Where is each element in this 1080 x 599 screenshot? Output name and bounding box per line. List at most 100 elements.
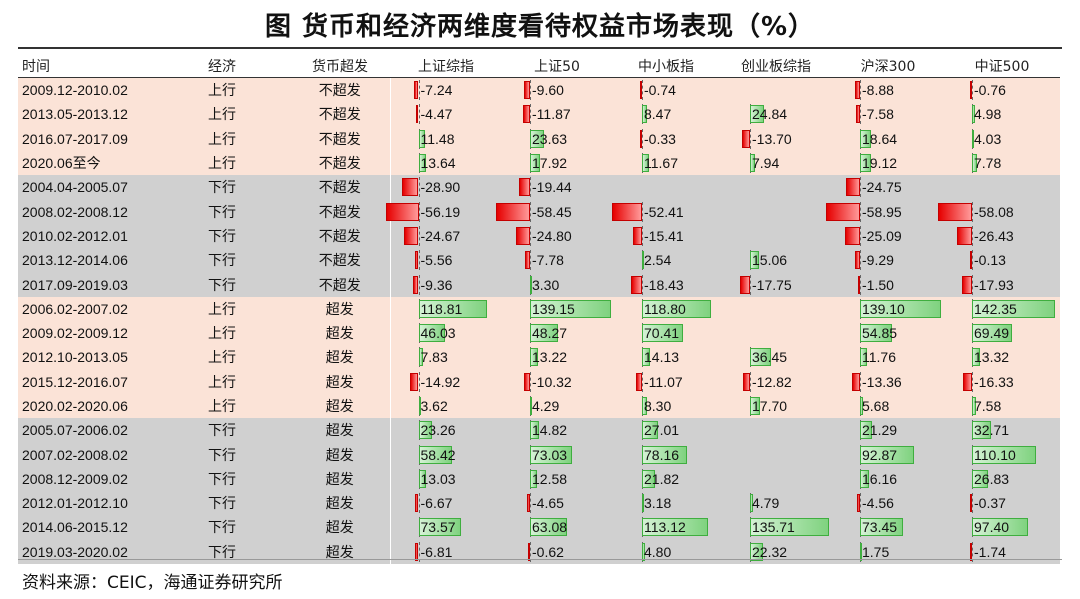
value-label: 26.83: [974, 470, 1010, 487]
csi-300-cell: 92.87: [832, 442, 944, 467]
negative-bar: [404, 226, 419, 245]
negative-bar: [857, 494, 860, 513]
positive-bar: [860, 324, 892, 343]
value-label: -13.70: [752, 130, 792, 147]
value-label: 46.03: [420, 325, 456, 342]
positive-bar: [418, 299, 488, 318]
negative-bar: [956, 226, 972, 245]
value-label: -17.93: [974, 276, 1014, 293]
chinext-composite-cell: 24.84: [720, 102, 832, 127]
csi-300-cell: -9.29: [832, 248, 944, 273]
negative-bar: [523, 105, 530, 124]
period-cell: 2012.01-2012.10: [18, 491, 154, 516]
positive-bar: [530, 397, 533, 415]
table-row: 2019.03-2020.02 下行 超发 -6.81 -0.62 4.80 22.32 1.…: [18, 539, 1060, 564]
money-cell: 不超发: [290, 248, 391, 273]
csi-500-cell: 97.40: [944, 515, 1060, 540]
table-row: 2020.06至今 上行 不超发 13.64 17.92 11.67 7.94 19.12 7.…: [18, 150, 1060, 176]
positive-bar: [860, 518, 903, 537]
value-label: 118.80: [644, 300, 686, 317]
chinext-composite-cell: [720, 223, 832, 249]
zero-axis: [642, 371, 643, 392]
value-label: -1.74: [974, 543, 1006, 560]
value-label: 13.64: [420, 155, 456, 172]
sse-composite-cell: 46.03: [390, 320, 502, 346]
header-chinext-composite: 创业板综指: [720, 54, 832, 78]
negative-bar: [415, 251, 419, 270]
money-cell: 超发: [290, 515, 391, 540]
value-label: 73.03: [532, 446, 568, 463]
value-label: 14.82: [532, 422, 568, 439]
sse-50-cell: -7.78: [502, 248, 612, 273]
value-label: 142.35: [974, 300, 1017, 317]
value-label: -6.67: [420, 495, 453, 512]
chinext-composite-cell: [720, 77, 832, 103]
positive-bar: [750, 518, 829, 537]
csi-500-cell: 142.35: [944, 296, 1060, 321]
negative-bar: [825, 202, 860, 221]
value-label: -5.56: [420, 252, 453, 269]
value-label: 54.85: [862, 325, 898, 342]
csi-300-cell: -8.88: [832, 77, 944, 103]
chinext-composite-cell: 135.71: [720, 515, 832, 540]
table-row: 2016.07-2017.09 上行 不超发 11.48 23.63 -0.33 -13.7…: [18, 126, 1060, 151]
value-label: 12.58: [532, 470, 568, 487]
zero-axis: [642, 225, 643, 246]
value-label: 4.79: [752, 495, 780, 512]
value-label: 78.16: [644, 446, 680, 463]
header-money: 货币超发: [290, 54, 390, 78]
zero-axis: [860, 371, 861, 392]
chinext-composite-cell: -13.70: [720, 126, 832, 151]
value-label: 11.48: [420, 130, 455, 147]
value-label: -0.13: [974, 252, 1006, 269]
zero-axis: [530, 371, 531, 392]
value-label: 13.03: [420, 470, 456, 487]
positive-bar: [418, 129, 426, 148]
positive-bar: [642, 445, 688, 464]
value-label: 21.29: [862, 422, 898, 439]
value-label: 24.84: [752, 106, 788, 123]
money-cell: 超发: [290, 466, 391, 492]
positive-bar: [642, 542, 645, 561]
positive-bar: [972, 324, 1013, 343]
money-cell: 不超发: [290, 199, 391, 224]
positive-bar: [750, 494, 753, 513]
negative-bar: [845, 178, 860, 197]
value-label: 135.71: [752, 519, 795, 536]
sme-index-cell: 78.16: [612, 442, 720, 467]
money-cell: 不超发: [290, 126, 391, 151]
value-label: 16.16: [862, 470, 898, 487]
zero-axis: [642, 274, 643, 295]
sse-50-cell: -9.60: [502, 77, 612, 103]
economy-cell: 下行: [154, 515, 290, 540]
csi-500-cell: 26.83: [944, 466, 1060, 492]
zero-axis: [418, 250, 420, 271]
value-label: 7.78: [974, 155, 1002, 172]
positive-bar: [642, 421, 658, 440]
zero-axis: [972, 371, 973, 392]
csi-300-cell: 54.85: [832, 320, 944, 346]
sse-composite-cell: 11.48: [390, 126, 502, 151]
csi-500-cell: -0.76: [944, 77, 1060, 103]
csi-500-cell: 7.58: [944, 393, 1060, 419]
sse-50-cell: 73.03: [502, 442, 612, 467]
value-label: 4.80: [644, 543, 672, 560]
zero-axis: [642, 80, 643, 101]
table-bottom-rule: [18, 559, 1062, 560]
negative-bar: [970, 542, 972, 561]
sse-50-cell: -0.62: [502, 539, 612, 564]
sse-composite-cell: 23.26: [390, 418, 502, 443]
sse-50-cell: 12.58: [502, 466, 612, 492]
sse-50-cell: 13.22: [502, 345, 612, 370]
zero-axis: [530, 201, 531, 222]
sse-50-cell: 139.15: [502, 296, 612, 321]
header-sse-50: 上证50: [502, 54, 612, 78]
negative-bar: [938, 202, 972, 221]
value-label: -0.74: [644, 82, 676, 99]
money-cell: 超发: [290, 345, 391, 370]
positive-bar: [530, 469, 538, 488]
zero-axis: [972, 541, 973, 562]
negative-bar: [640, 81, 642, 100]
sse-composite-cell: 7.83: [390, 345, 502, 370]
value-label: 11.76: [862, 349, 896, 366]
